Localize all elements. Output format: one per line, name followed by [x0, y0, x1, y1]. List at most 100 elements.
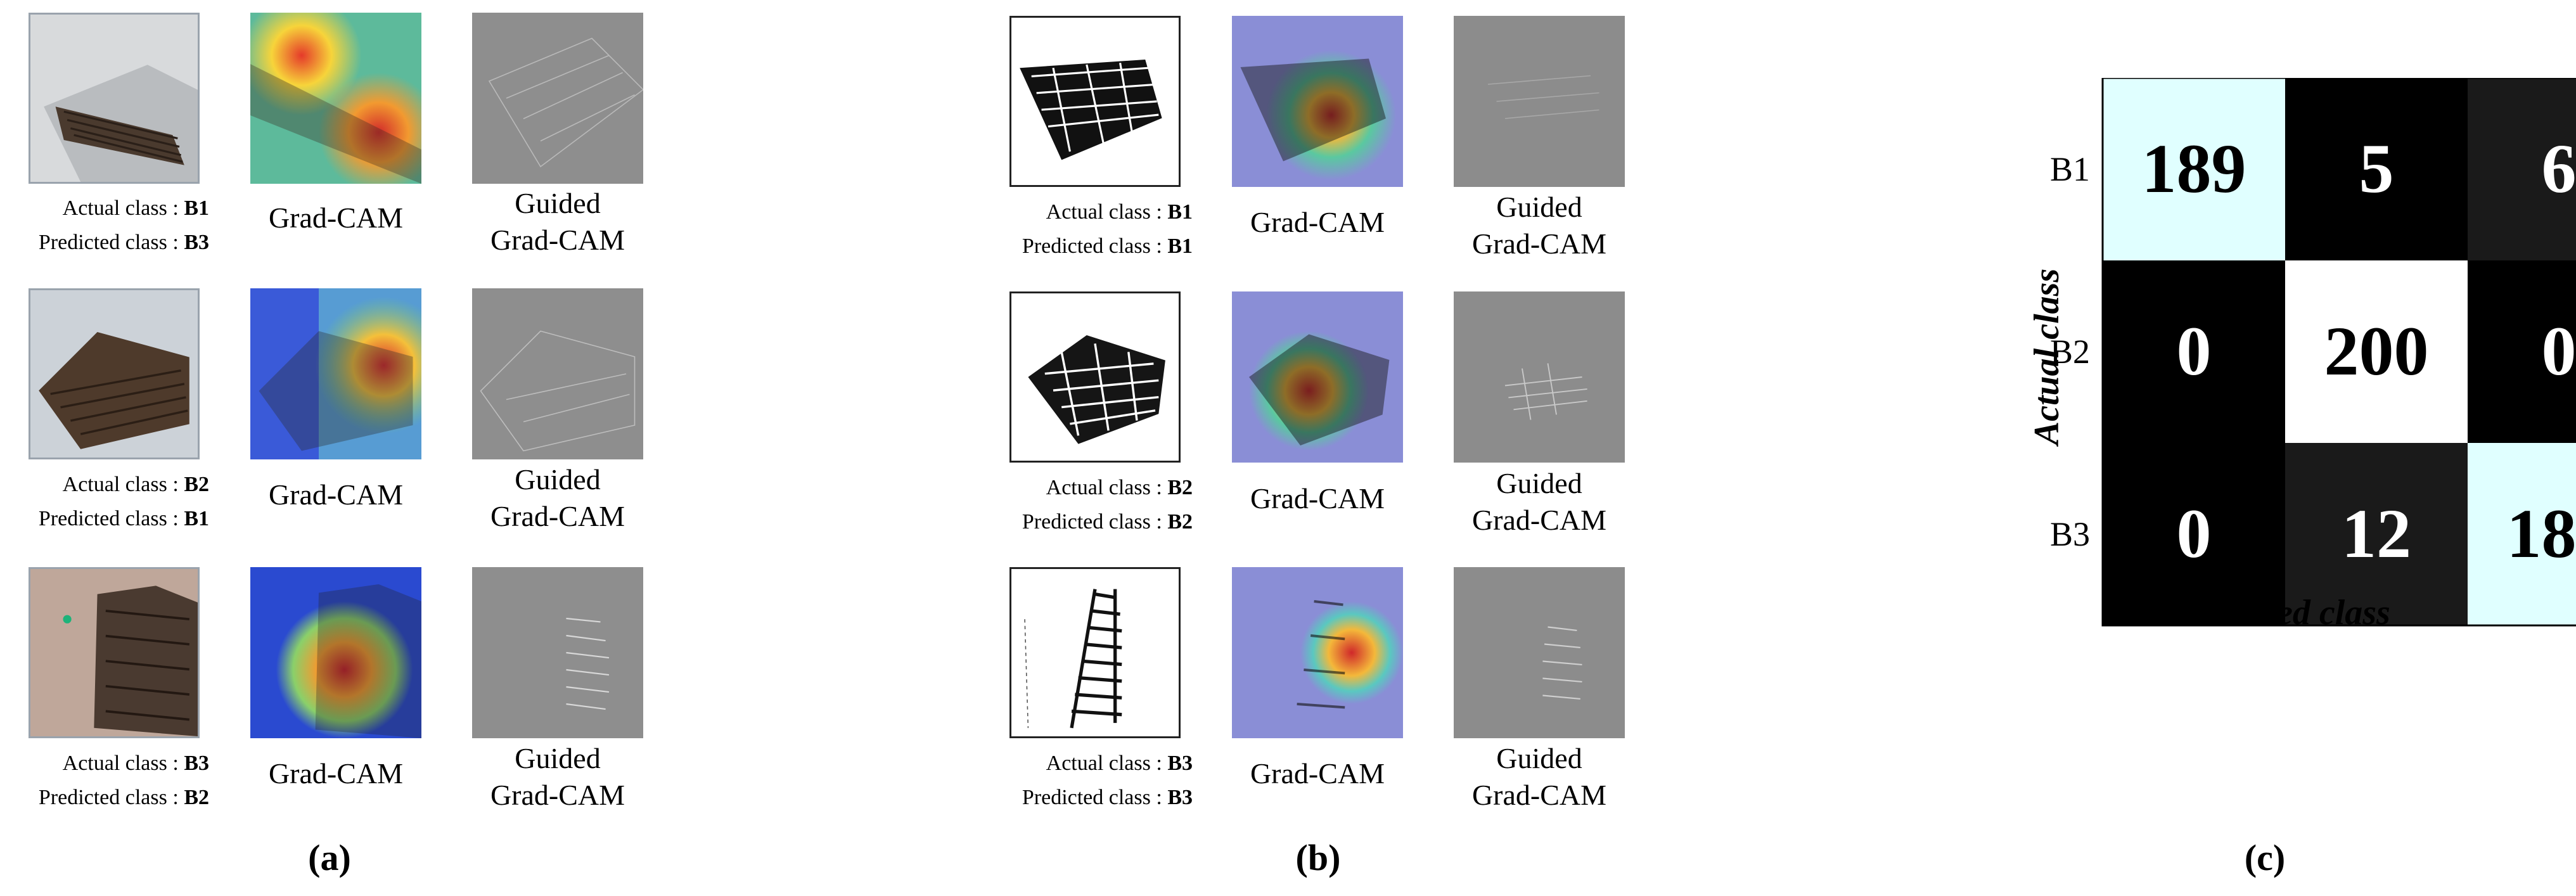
actual-label: Actual class :: [1046, 752, 1162, 775]
guided-caption-line2: Grad-CAM: [1471, 227, 1607, 260]
guided-caption: Guided Grad-CAM: [472, 740, 643, 814]
matrix-cell-value: 0: [2177, 312, 2212, 390]
actual-class: B1: [184, 196, 209, 220]
guided-caption-line1: Guided: [1496, 467, 1582, 499]
guided-caption-line1: Guided: [1496, 742, 1582, 774]
guided-gradcam: [1454, 16, 1625, 187]
guided-caption-line1: Guided: [1496, 191, 1582, 223]
guided-caption-line2: Grad-CAM: [490, 500, 625, 532]
panel-label: (b): [1295, 837, 1341, 878]
guided-gradcam: [472, 567, 643, 738]
predicted-label: Predicted class :: [38, 231, 179, 254]
guided-gradcam: [1454, 567, 1625, 738]
gradcam-heatmap: [1232, 291, 1403, 463]
matrix-cell: [2285, 78, 2468, 260]
specimen-photo: [29, 288, 200, 459]
predicted-label: Predicted class :: [1022, 510, 1162, 534]
matrix-cell-value: 188: [2507, 495, 2576, 572]
x-axis-label: Predicted class: [2172, 593, 2390, 632]
specimen-photo: [29, 567, 200, 738]
matrix-cell: [2103, 78, 2285, 260]
guided-caption: Guided Grad-CAM: [472, 185, 643, 259]
matrix-cell-value: 200: [2324, 312, 2429, 390]
actual-label: Actual class :: [1046, 200, 1162, 224]
matrix-cell: [2103, 260, 2285, 443]
actual-class: B2: [1167, 476, 1193, 499]
predicted-label: Predicted class :: [38, 786, 179, 809]
panel-label: (c): [2244, 837, 2286, 878]
actual-class: B2: [184, 473, 209, 496]
actual-label: Actual class :: [1046, 476, 1162, 499]
gradcam-caption: Grad-CAM: [1250, 482, 1385, 515]
predicted-class: B3: [184, 231, 209, 254]
binarized-image: [1009, 567, 1181, 738]
specimen-photo: [29, 13, 200, 184]
matrix-cell: [2285, 443, 2468, 625]
y-tick-label: B3: [2050, 515, 2090, 553]
matrix-cell: [2285, 260, 2468, 443]
matrix-cell-value: 5: [2359, 130, 2394, 207]
matrix-cell: [2468, 443, 2576, 625]
gradcam-heatmap: [1232, 567, 1403, 738]
predicted-label: Predicted class :: [38, 507, 179, 530]
guided-caption-line1: Guided: [515, 742, 601, 774]
gradcam-caption: Grad-CAM: [268, 757, 404, 790]
panel-label: (a): [308, 837, 351, 878]
class-info: Actual class : B1 Predicted class : B3: [0, 191, 209, 260]
matrix-cell-value: 0: [2177, 495, 2212, 572]
class-info: Actual class : B3 Predicted class : B3: [984, 746, 1193, 815]
y-tick-label: B2: [2050, 333, 2090, 371]
gradcam-caption: Grad-CAM: [268, 202, 404, 234]
actual-class: B1: [1167, 200, 1193, 224]
gradcam-caption: Grad-CAM: [1250, 206, 1385, 238]
predicted-class: B1: [184, 507, 209, 530]
guided-caption: Guided Grad-CAM: [1454, 465, 1625, 539]
matrix-cell-value: 0: [2542, 312, 2576, 390]
guided-gradcam: [472, 288, 643, 459]
matrix-cell: [2468, 78, 2576, 260]
gradcam-caption: Grad-CAM: [1250, 757, 1385, 790]
matrix-border: [2101, 78, 2576, 627]
guided-caption-line2: Grad-CAM: [1471, 504, 1607, 536]
guided-caption-line2: Grad-CAM: [490, 779, 625, 811]
matrix-cell: [2103, 443, 2285, 625]
class-info: Actual class : B2 Predicted class : B1: [0, 468, 209, 536]
guided-caption: Guided Grad-CAM: [1454, 189, 1625, 262]
matrix-cell-value: 6: [2542, 130, 2576, 207]
actual-class: B3: [184, 752, 209, 775]
gradcam-heatmap: [250, 288, 421, 459]
predicted-class: B2: [184, 786, 209, 809]
guided-caption: Guided Grad-CAM: [472, 461, 643, 535]
y-axis-label: Actual class: [2027, 269, 2067, 447]
binarized-image: [1009, 291, 1181, 463]
guided-caption-line1: Guided: [515, 187, 601, 219]
guided-gradcam: [1454, 291, 1625, 463]
actual-class: B3: [1167, 752, 1193, 775]
actual-label: Actual class :: [62, 752, 179, 775]
guided-caption-line1: Guided: [515, 463, 601, 496]
predicted-label: Predicted class :: [1022, 234, 1162, 258]
matrix-cell: [2468, 260, 2576, 443]
matrix-cell-value: 189: [2142, 130, 2246, 207]
class-info: Actual class : B3 Predicted class : B2: [0, 746, 209, 815]
matrix-cell-value: 12: [2342, 495, 2411, 572]
guided-caption-line2: Grad-CAM: [1471, 779, 1607, 811]
predicted-class: B3: [1167, 786, 1193, 809]
predicted-class: B1: [1167, 234, 1193, 258]
class-info: Actual class : B2 Predicted class : B2: [984, 471, 1193, 539]
class-info: Actual class : B1 Predicted class : B1: [984, 195, 1193, 264]
actual-label: Actual class :: [62, 196, 179, 220]
gradcam-heatmap: [1232, 16, 1403, 187]
binarized-image: [1009, 16, 1181, 187]
guided-gradcam: [472, 13, 643, 184]
y-tick-label: B1: [2050, 150, 2090, 188]
predicted-class: B2: [1167, 510, 1193, 534]
guided-caption: Guided Grad-CAM: [1454, 740, 1625, 814]
gradcam-caption: Grad-CAM: [268, 478, 404, 511]
predicted-label: Predicted class :: [1022, 786, 1162, 809]
actual-label: Actual class :: [62, 473, 179, 496]
gradcam-heatmap: [250, 13, 421, 184]
gradcam-heatmap: [250, 567, 421, 738]
guided-caption-line2: Grad-CAM: [490, 224, 625, 256]
